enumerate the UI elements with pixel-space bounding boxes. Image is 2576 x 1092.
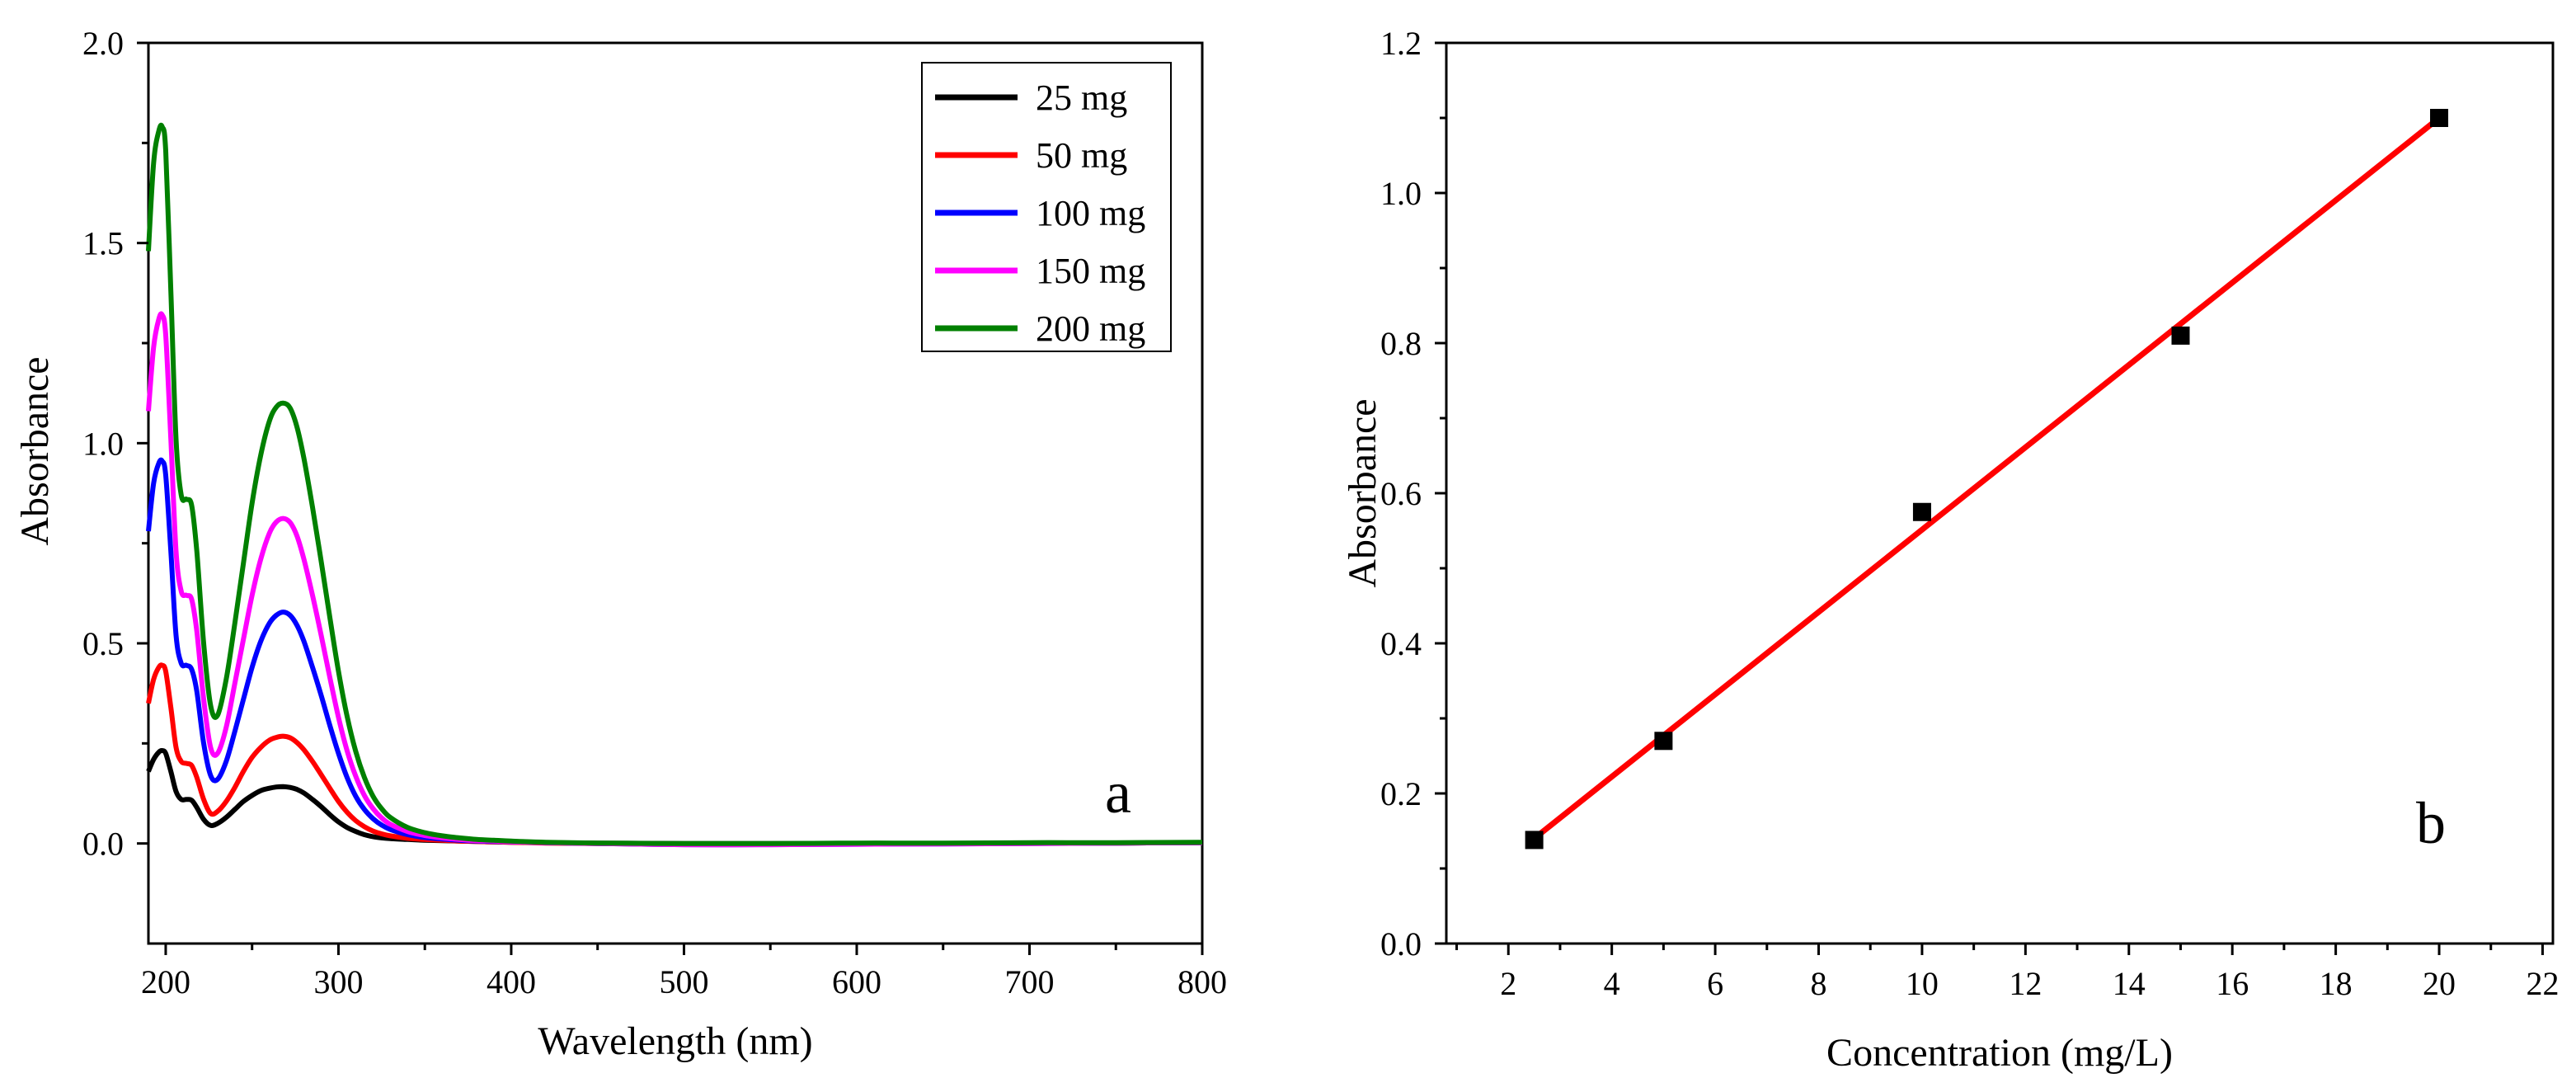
y-tick-label: 0.5 [82, 625, 124, 662]
x-tick-label: 8 [1811, 965, 1827, 1002]
calibration-curve-chart: 2 4 6 8 10 12 14 16 18 20 22 0.0 0.2 0.4 0.6 0.8 1.0 1.2… [1341, 25, 2559, 1075]
series-line-200-mg [146, 122, 1203, 846]
data-point [2430, 109, 2449, 127]
fit-line-group [1532, 115, 2442, 841]
x-tick-label: 4 [1604, 965, 1620, 1002]
series-line-150-mg [146, 311, 1203, 848]
plot-frame-a [147, 41, 1204, 945]
y-tick-label: 1.0 [82, 425, 124, 462]
x-tick-label: 6 [1707, 965, 1723, 1002]
x-tick-label: 16 [2216, 965, 2249, 1002]
y-tick-label: 0.0 [82, 826, 124, 863]
data-point [2171, 326, 2190, 345]
x-tick-label: 600 [832, 963, 881, 1000]
fit-line [1532, 115, 2442, 841]
y-tick-label: 0.8 [1380, 325, 1422, 362]
y-tick-label: 2.0 [82, 25, 124, 62]
x-tick-label: 300 [313, 963, 363, 1000]
panel-label-a: a [1105, 760, 1131, 826]
legend-label: 200 mg [1036, 308, 1145, 349]
x-tick-label: 20 [2423, 965, 2456, 1002]
x-axis-label-b: Concentration (mg/L) [1826, 1031, 2173, 1075]
legend-label: 100 mg [1036, 193, 1145, 233]
y-axis-ticks-a: 0.0 0.5 1.0 1.5 2.0 [82, 25, 148, 863]
y-axis-label-b: Absorbance [1341, 398, 1384, 587]
y-tick-label: 1.0 [1380, 175, 1422, 212]
y-tick-label: 1.2 [1380, 25, 1422, 62]
legend-label: 50 mg [1036, 135, 1127, 176]
x-tick-label: 18 [2320, 965, 2353, 1002]
y-tick-label: 0.2 [1380, 775, 1422, 812]
series-line-50-mg [146, 662, 1203, 847]
x-tick-label: 2 [1500, 965, 1516, 1002]
y-axis-label-a: Absorbance [13, 356, 57, 545]
panel-label-b: b [2416, 790, 2446, 856]
x-axis-ticks-b: 2 4 6 8 10 12 14 16 18 20 22 [1455, 944, 2559, 1002]
x-tick-label: 14 [2113, 965, 2146, 1002]
data-point [1912, 502, 1931, 521]
x-tick-label: 400 [487, 963, 536, 1000]
legend: 25 mg 50 mg 100 mg 150 mg 200 mg [921, 62, 1172, 352]
y-axis-ticks-b: 0.0 0.2 0.4 0.6 0.8 1.0 1.2 [1380, 25, 1446, 963]
data-point [1525, 831, 1544, 850]
series-line-25-mg [146, 748, 1203, 846]
x-tick-label: 10 [1906, 965, 1939, 1002]
x-axis-ticks-a: 200 300 400 500 600 700 800 [141, 944, 1227, 1000]
x-tick-label: 800 [1178, 963, 1227, 1000]
data-points [1525, 109, 2449, 850]
x-tick-label: 200 [141, 963, 190, 1000]
y-tick-label: 0.0 [1380, 925, 1422, 963]
plot-frame-b [1445, 41, 2555, 945]
y-tick-label: 0.6 [1380, 475, 1422, 512]
spectra-curves [146, 122, 1203, 848]
x-axis-label-a: Wavelength (nm) [538, 1019, 812, 1063]
x-tick-label: 500 [659, 963, 708, 1000]
x-tick-label: 700 [1004, 963, 1054, 1000]
legend-label: 25 mg [1036, 78, 1127, 118]
legend-label: 150 mg [1036, 251, 1145, 291]
y-tick-label: 1.5 [82, 225, 124, 262]
y-tick-label: 0.4 [1380, 625, 1422, 662]
uv-vis-spectra-chart: 200 300 400 500 600 700 800 0.0 0.5 1.0 1.5 2.0 Wa… [13, 25, 1227, 1063]
data-point [1654, 732, 1673, 751]
legend-box [921, 62, 1172, 352]
x-tick-label: 22 [2526, 965, 2559, 1002]
x-tick-label: 12 [2009, 965, 2042, 1002]
series-line-100-mg [146, 457, 1203, 848]
